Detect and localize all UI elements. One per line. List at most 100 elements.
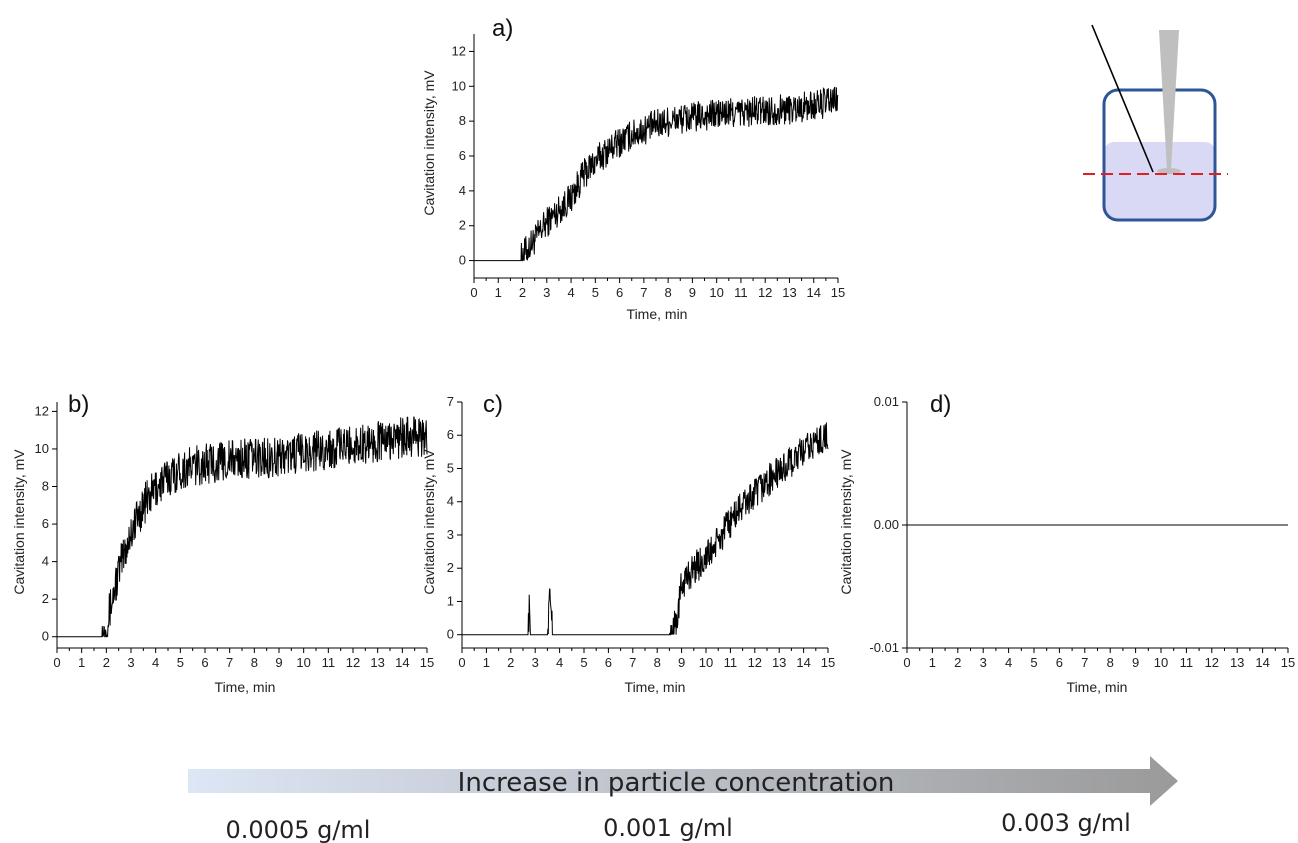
x-tick-label: 5: [1030, 655, 1037, 670]
y-tick-label: 8: [459, 113, 466, 128]
arrow-label: Increase in particle concentration: [458, 768, 895, 798]
x-tick-label: 8: [654, 655, 661, 670]
panel-c-y-axis-label: Cavitation intensity, mV: [421, 449, 437, 595]
series-line: [462, 422, 829, 636]
vessel-schematic: [1083, 24, 1228, 222]
x-tick-label: 12: [758, 285, 772, 300]
y-tick-label: 1: [447, 593, 454, 608]
x-tick-label: 9: [678, 655, 685, 670]
x-tick-label: 1: [78, 655, 85, 670]
y-tick-label: 0: [42, 629, 49, 644]
y-tick-label: 12: [35, 403, 49, 418]
y-tick-label: 2: [447, 560, 454, 575]
x-tick-label: 0: [53, 655, 60, 670]
panel-b-letter: b): [68, 391, 89, 418]
y-tick-label: -0.01: [869, 640, 899, 655]
x-tick-label: 6: [616, 285, 623, 300]
x-tick-label: 8: [665, 285, 672, 300]
x-tick-label: 6: [201, 655, 208, 670]
x-tick-label: 15: [420, 655, 434, 670]
y-tick-label: 4: [447, 494, 454, 509]
panel-a-x-axis-label: Time, min: [627, 306, 688, 322]
panel-d-x-axis-label: Time, min: [1067, 679, 1128, 695]
panel-d: d) 0 1 2 3 4 5 6 7 8 9 10 11 12 13 14 15-0.010.000.01 T…: [838, 391, 1295, 695]
panel-c-letter: c): [483, 391, 503, 418]
panel-d-letter: d): [930, 391, 951, 418]
y-tick-label: 12: [452, 43, 466, 58]
y-tick-label: 0.01: [874, 394, 899, 409]
x-tick-label: 8: [251, 655, 258, 670]
x-tick-label: 6: [1056, 655, 1063, 670]
y-tick-label: 5: [447, 460, 454, 475]
vessel-liquid: [1104, 142, 1215, 220]
x-tick-label: 5: [177, 655, 184, 670]
y-tick-label: 4: [42, 554, 49, 569]
x-tick-label: 12: [748, 655, 762, 670]
y-tick-label: 6: [447, 427, 454, 442]
x-tick-label: 14: [395, 655, 409, 670]
x-tick-label: 1: [483, 655, 490, 670]
x-tick-label: 9: [1132, 655, 1139, 670]
y-tick-label: 3: [447, 527, 454, 542]
series-line: [474, 86, 839, 262]
y-tick-label: 6: [459, 148, 466, 163]
x-tick-label: 10: [1154, 655, 1168, 670]
x-tick-label: 0: [470, 285, 477, 300]
concentration-mid: 0.001 g/ml: [603, 814, 733, 842]
y-tick-label: 0: [459, 253, 466, 268]
x-tick-label: 13: [782, 285, 796, 300]
x-tick-label: 13: [370, 655, 384, 670]
concentration-arrow: Increase in particle concentration 0.000…: [188, 756, 1178, 843]
y-tick-label: 0: [447, 627, 454, 642]
x-tick-label: 2: [519, 285, 526, 300]
x-tick-label: 10: [296, 655, 310, 670]
x-tick-label: 10: [699, 655, 713, 670]
x-tick-label: 5: [580, 655, 587, 670]
x-tick-label: 2: [954, 655, 961, 670]
y-tick-label: 10: [452, 78, 466, 93]
hydrophone-line: [1091, 24, 1154, 173]
x-tick-label: 6: [605, 655, 612, 670]
x-tick-label: 4: [567, 285, 574, 300]
y-tick-label: 6: [42, 516, 49, 531]
x-tick-label: 3: [127, 655, 134, 670]
x-tick-label: 3: [532, 655, 539, 670]
x-tick-label: 1: [929, 655, 936, 670]
x-tick-label: 11: [322, 655, 336, 670]
x-tick-label: 4: [1005, 655, 1012, 670]
panel-d-y-axis-label: Cavitation intensity, mV: [838, 449, 854, 595]
x-tick-label: 1: [495, 285, 502, 300]
x-tick-label: 13: [1230, 655, 1244, 670]
x-tick-label: 0: [903, 655, 910, 670]
x-tick-label: 5: [592, 285, 599, 300]
x-tick-label: 13: [772, 655, 786, 670]
x-tick-label: 9: [275, 655, 282, 670]
x-tick-label: 2: [507, 655, 514, 670]
x-tick-label: 4: [556, 655, 563, 670]
vessel-outline: [1102, 88, 1217, 222]
x-tick-label: 3: [980, 655, 987, 670]
panel-d-plot: 0 1 2 3 4 5 6 7 8 9 10 11 12 13 14 15-0.010.000.01: [869, 394, 1295, 670]
x-tick-label: 7: [1081, 655, 1088, 670]
y-tick-label: 8: [42, 479, 49, 494]
x-tick-label: 0: [458, 655, 465, 670]
x-tick-label: 8: [1107, 655, 1114, 670]
x-tick-label: 14: [1255, 655, 1269, 670]
x-tick-label: 11: [734, 285, 748, 300]
concentration-high: 0.003 g/ml: [1001, 809, 1131, 837]
panel-b-x-axis-label: Time, min: [215, 679, 276, 695]
x-tick-label: 11: [724, 655, 738, 670]
panel-c-x-axis-label: Time, min: [625, 679, 686, 695]
ultrasonic-probe: [1159, 30, 1179, 170]
y-tick-label: 7: [447, 394, 454, 409]
x-tick-label: 14: [796, 655, 810, 670]
panel-a-letter: a): [492, 15, 513, 42]
probe-tip: [1157, 168, 1181, 174]
y-tick-label: 2: [42, 591, 49, 606]
x-tick-label: 10: [709, 285, 723, 300]
